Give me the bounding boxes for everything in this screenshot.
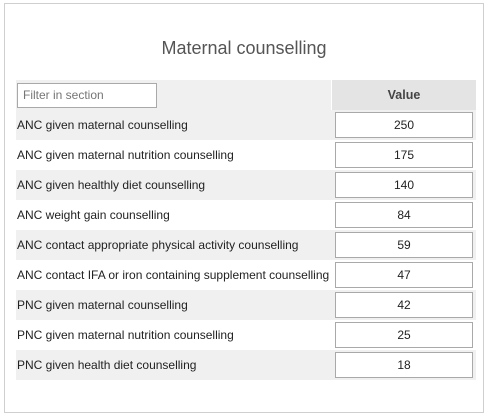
data-entry-table: Value ANC given maternal counselling ANC… (16, 80, 476, 380)
value-input[interactable] (335, 262, 473, 288)
table-row: ANC given maternal counselling (16, 110, 476, 140)
value-column-header: Value (331, 80, 476, 110)
filter-in-section-input[interactable] (17, 82, 157, 108)
value-cell (331, 170, 476, 200)
value-input[interactable] (335, 352, 473, 378)
value-input[interactable] (335, 112, 473, 138)
value-cell (331, 350, 476, 380)
value-cell (331, 200, 476, 230)
value-input[interactable] (335, 202, 473, 228)
row-label: PNC given health diet counselling (16, 350, 331, 380)
section-title: Maternal counselling (161, 38, 327, 58)
value-cell (331, 320, 476, 350)
row-label: ANC given maternal nutrition counselling (16, 140, 331, 170)
value-cell (331, 110, 476, 140)
row-label: ANC contact appropriate physical activit… (16, 230, 331, 260)
row-label: ANC weight gain counselling (16, 200, 331, 230)
value-input[interactable] (335, 142, 473, 168)
row-label: PNC given maternal counselling (16, 290, 331, 320)
row-label: ANC given maternal counselling (16, 110, 331, 140)
value-cell (331, 140, 476, 170)
table-row: ANC given maternal nutrition counselling (16, 140, 476, 170)
table-row: PNC given maternal counselling (16, 290, 476, 320)
row-label: ANC given healthly diet counselling (16, 170, 331, 200)
table-row: ANC weight gain counselling (16, 200, 476, 230)
table-row: ANC contact appropriate physical activit… (16, 230, 476, 260)
filter-cell (16, 80, 331, 110)
value-input[interactable] (335, 232, 473, 258)
value-cell (331, 290, 476, 320)
table-row: ANC contact IFA or iron containing suppl… (16, 260, 476, 290)
table-header-row: Value (16, 80, 476, 110)
value-cell (331, 230, 476, 260)
table-row: ANC given healthly diet counselling (16, 170, 476, 200)
row-label: ANC contact IFA or iron containing suppl… (16, 260, 331, 290)
value-input[interactable] (335, 322, 473, 348)
row-label: PNC given maternal nutrition counselling (16, 320, 331, 350)
value-input[interactable] (335, 172, 473, 198)
section-panel: Maternal counselling Value ANC given mat… (4, 3, 484, 413)
value-cell (331, 260, 476, 290)
table-row: PNC given maternal nutrition counselling (16, 320, 476, 350)
table-row: PNC given health diet counselling (16, 350, 476, 380)
value-input[interactable] (335, 292, 473, 318)
